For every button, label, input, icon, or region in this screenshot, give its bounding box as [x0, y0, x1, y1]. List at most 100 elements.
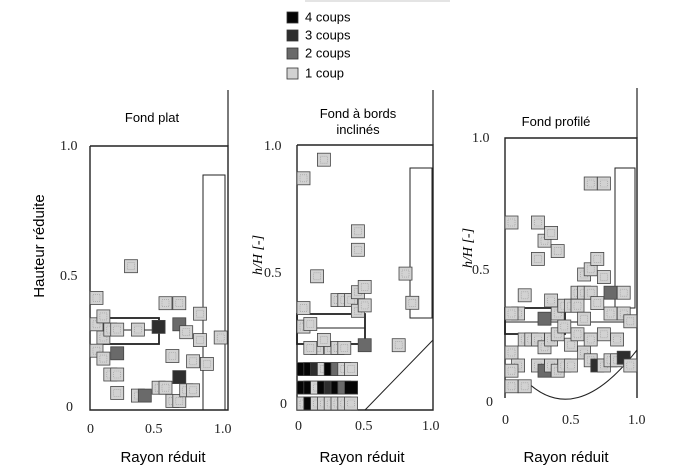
impact-cell-texture [534, 218, 542, 227]
impact-cell-texture [182, 328, 190, 337]
impact-cell [583, 332, 598, 347]
impact-cell-texture [540, 236, 549, 245]
impact-cells [89, 259, 228, 408]
impact-cell-texture [600, 330, 608, 339]
legend-label-4: 4 coups [305, 10, 351, 25]
impact-cell-texture [175, 397, 184, 405]
impact-cell [504, 215, 519, 230]
impact-cell-texture [520, 291, 529, 300]
impact-cell-texture [600, 179, 608, 188]
impact-cell [544, 225, 558, 240]
impact-cell-texture [553, 309, 562, 318]
impact-cell [165, 349, 180, 363]
impact-cell [316, 332, 331, 347]
impact-cell [310, 269, 325, 284]
impact-cell [398, 266, 413, 281]
impact-cell [537, 311, 552, 326]
impact-cell [89, 290, 104, 305]
impact-cell-texture [113, 370, 121, 379]
y-axis-label: h/H [-] [461, 228, 476, 268]
impact-cell-texture [600, 273, 608, 281]
impact-cell [350, 242, 365, 257]
impact-cell-texture [560, 322, 569, 331]
y-axis-label: Hauteur réduite [31, 194, 48, 297]
impact-cell-texture [394, 341, 403, 350]
y-tick-labels: 1.0 0.5 0 [264, 139, 287, 412]
inclined-bottom-edge [364, 339, 434, 411]
x-tick-label: 0.5 [355, 419, 373, 434]
impact-cell-texture [613, 335, 621, 344]
impact-cell-texture [626, 317, 635, 326]
impact-cell [597, 270, 611, 285]
impact-cell [110, 346, 125, 361]
impact-cell-texture [134, 325, 142, 334]
impact-cells [296, 152, 420, 411]
impact-cell-texture [586, 288, 595, 297]
impact-cell-texture [306, 320, 315, 328]
y-tick-label: 0 [66, 400, 73, 415]
baffle-outline [202, 174, 226, 411]
impact-cell-texture [553, 330, 562, 339]
impact-cell-texture [507, 218, 516, 227]
impact-cell-texture [347, 296, 355, 304]
impact-cell [610, 332, 624, 347]
impact-cell [504, 306, 519, 321]
impact-cell-texture [547, 229, 555, 237]
y-tick-label: 0 [280, 397, 287, 412]
impact-cell-texture [360, 283, 369, 291]
impact-cell-texture [347, 399, 355, 408]
panel-flat-bottom: Fond plat Hauteur réduite 1.0 0.5 0 0 0.… [31, 90, 232, 466]
x-tick-label: 1.0 [422, 419, 440, 434]
impact-cell [550, 244, 565, 259]
impact-cell-texture [161, 299, 170, 308]
y-tick-labels: 1.0 0.5 0 [472, 131, 493, 410]
impact-cell [151, 319, 166, 334]
impact-cell [110, 322, 125, 337]
x-tick-label: 1.0 [214, 422, 232, 437]
impact-cell [96, 351, 111, 366]
legend-label-3: 3 coups [305, 28, 351, 43]
legend: 4 coups 3 coups 2 coups 1 coup [286, 10, 351, 81]
legend-entry-2: 2 coups [286, 46, 351, 61]
impact-cell [303, 340, 318, 355]
impact-cell-texture [127, 262, 135, 271]
vessel-outline [296, 90, 434, 411]
legend-swatch-3 [286, 29, 299, 42]
impact-cell [405, 295, 420, 310]
impact-cell-texture [586, 335, 595, 344]
impact-cell-texture [175, 299, 184, 308]
impact-cell [504, 345, 519, 360]
impact-cell [504, 379, 519, 394]
impact-cell-texture [203, 360, 211, 368]
impact-cell [531, 215, 545, 230]
x-tick-labels: 0 0.5 1.0 [295, 419, 440, 434]
impact-cell [344, 396, 359, 411]
impact-cell-texture [99, 333, 108, 342]
y-tick-label: 0.5 [60, 269, 78, 284]
impact-cell [186, 383, 201, 398]
impact-cell-texture [196, 309, 204, 318]
impact-cell [213, 330, 228, 345]
x-tick-label: 0 [502, 413, 509, 428]
legend-entry-1: 1 coup [286, 66, 344, 81]
impact-cell [158, 296, 173, 311]
y-tick-label: 1.0 [472, 131, 490, 146]
impact-cell-texture [547, 296, 555, 305]
impact-cell-texture [567, 340, 575, 349]
impact-cell-texture [507, 348, 516, 357]
impact-cell [544, 293, 558, 308]
impact-cell-texture [593, 255, 602, 263]
x-axis-label: Rayon réduit [523, 449, 609, 466]
x-tick-labels: 0 0.5 1.0 [87, 422, 232, 437]
panel-title: Fond à bords inclinés [320, 106, 397, 137]
impact-cell [531, 251, 545, 266]
legend-label-2: 2 coups [305, 46, 351, 61]
impact-cell-texture [540, 343, 549, 352]
y-tick-label: 1.0 [264, 139, 282, 154]
impact-cell [391, 338, 406, 353]
impact-cell [193, 306, 207, 321]
impact-cell [583, 176, 598, 191]
impact-cell [193, 333, 207, 348]
impact-cell [577, 311, 591, 326]
